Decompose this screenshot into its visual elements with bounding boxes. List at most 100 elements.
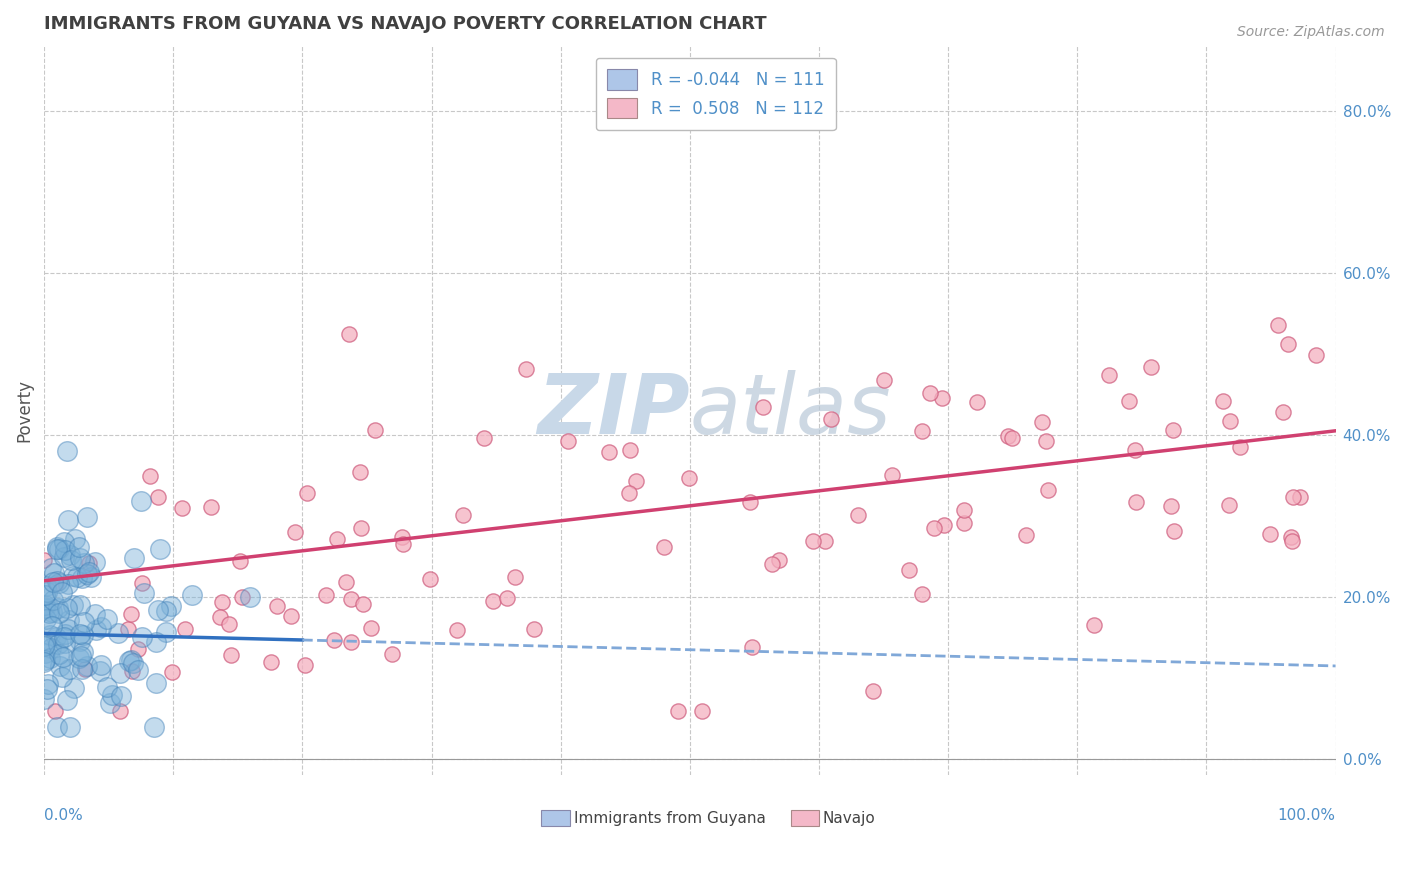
- Point: [523, 622, 546, 636]
- Point: [56, 444, 79, 458]
- Point: [49, 659, 72, 673]
- FancyBboxPatch shape: [541, 811, 569, 827]
- Point: [740, 494, 762, 508]
- Point: [761, 557, 783, 571]
- Point: [96, 681, 118, 695]
- Point: [45, 575, 67, 590]
- Point: [39, 640, 62, 655]
- Point: [131, 494, 153, 508]
- Point: [121, 665, 143, 679]
- Point: [96, 613, 118, 627]
- Point: [768, 553, 790, 567]
- Point: [360, 621, 382, 635]
- Point: [90, 620, 112, 634]
- Point: [32, 639, 55, 653]
- Point: [174, 622, 197, 636]
- Point: [46, 574, 69, 588]
- Point: [42, 566, 65, 580]
- Point: [46, 540, 69, 554]
- Point: [69, 648, 91, 663]
- Point: [952, 503, 974, 517]
- Point: [34, 638, 56, 652]
- Point: [84, 623, 107, 637]
- Point: [1282, 490, 1305, 504]
- Point: [391, 537, 413, 551]
- Point: [48, 541, 70, 556]
- Point: [911, 587, 934, 601]
- Point: [51, 584, 73, 599]
- Point: [200, 500, 222, 515]
- Point: [34, 653, 56, 667]
- Point: [62, 681, 84, 695]
- Point: [65, 532, 87, 546]
- Point: [472, 432, 495, 446]
- Point: [48, 637, 70, 651]
- Point: [218, 617, 240, 632]
- Point: [1271, 405, 1294, 419]
- Point: [76, 567, 98, 582]
- Point: [72, 627, 94, 641]
- Point: [79, 566, 101, 580]
- Point: [920, 385, 942, 400]
- Point: [1258, 527, 1281, 541]
- Point: [69, 626, 91, 640]
- Point: [1140, 360, 1163, 375]
- Point: [391, 530, 413, 544]
- Point: [48, 647, 70, 661]
- Text: ZIP: ZIP: [537, 370, 690, 451]
- Point: [55, 636, 77, 650]
- Point: [90, 658, 112, 673]
- Point: [38, 600, 60, 615]
- Point: [666, 704, 689, 718]
- Point: [1229, 440, 1251, 454]
- Point: [209, 609, 232, 624]
- Point: [44, 704, 66, 718]
- Point: [1277, 337, 1299, 351]
- Point: [873, 373, 896, 387]
- Y-axis label: Poverty: Poverty: [15, 379, 32, 442]
- Point: [48, 575, 70, 590]
- Point: [69, 634, 91, 648]
- Point: [35, 579, 58, 593]
- Point: [35, 612, 58, 626]
- Point: [741, 640, 763, 654]
- Point: [239, 590, 262, 604]
- Point: [76, 510, 98, 524]
- Point: [931, 391, 953, 405]
- Point: [1161, 424, 1184, 438]
- Point: [67, 651, 90, 665]
- Point: [1015, 528, 1038, 542]
- Point: [1118, 394, 1140, 409]
- Point: [107, 626, 129, 640]
- Point: [315, 588, 337, 602]
- Point: [145, 635, 167, 649]
- Point: [59, 548, 82, 562]
- Point: [120, 607, 142, 621]
- Point: [170, 501, 193, 516]
- Point: [284, 524, 307, 539]
- Point: [37, 676, 59, 690]
- Point: [70, 571, 93, 585]
- Point: [108, 704, 131, 718]
- Point: [349, 465, 371, 479]
- Point: [335, 574, 357, 589]
- Point: [340, 592, 363, 607]
- Point: [58, 662, 80, 676]
- Point: [45, 630, 67, 644]
- Text: atlas: atlas: [690, 370, 891, 451]
- Point: [1289, 490, 1312, 504]
- Point: [1031, 416, 1053, 430]
- Point: [820, 411, 842, 425]
- Point: [922, 521, 945, 535]
- Point: [953, 516, 976, 531]
- Point: [1160, 500, 1182, 514]
- Point: [146, 491, 169, 505]
- Point: [1218, 498, 1240, 512]
- Point: [34, 599, 56, 613]
- Point: [1097, 368, 1119, 382]
- Point: [127, 664, 149, 678]
- Point: [337, 326, 360, 341]
- Point: [38, 627, 60, 641]
- Point: [1281, 533, 1303, 548]
- Point: [38, 651, 60, 665]
